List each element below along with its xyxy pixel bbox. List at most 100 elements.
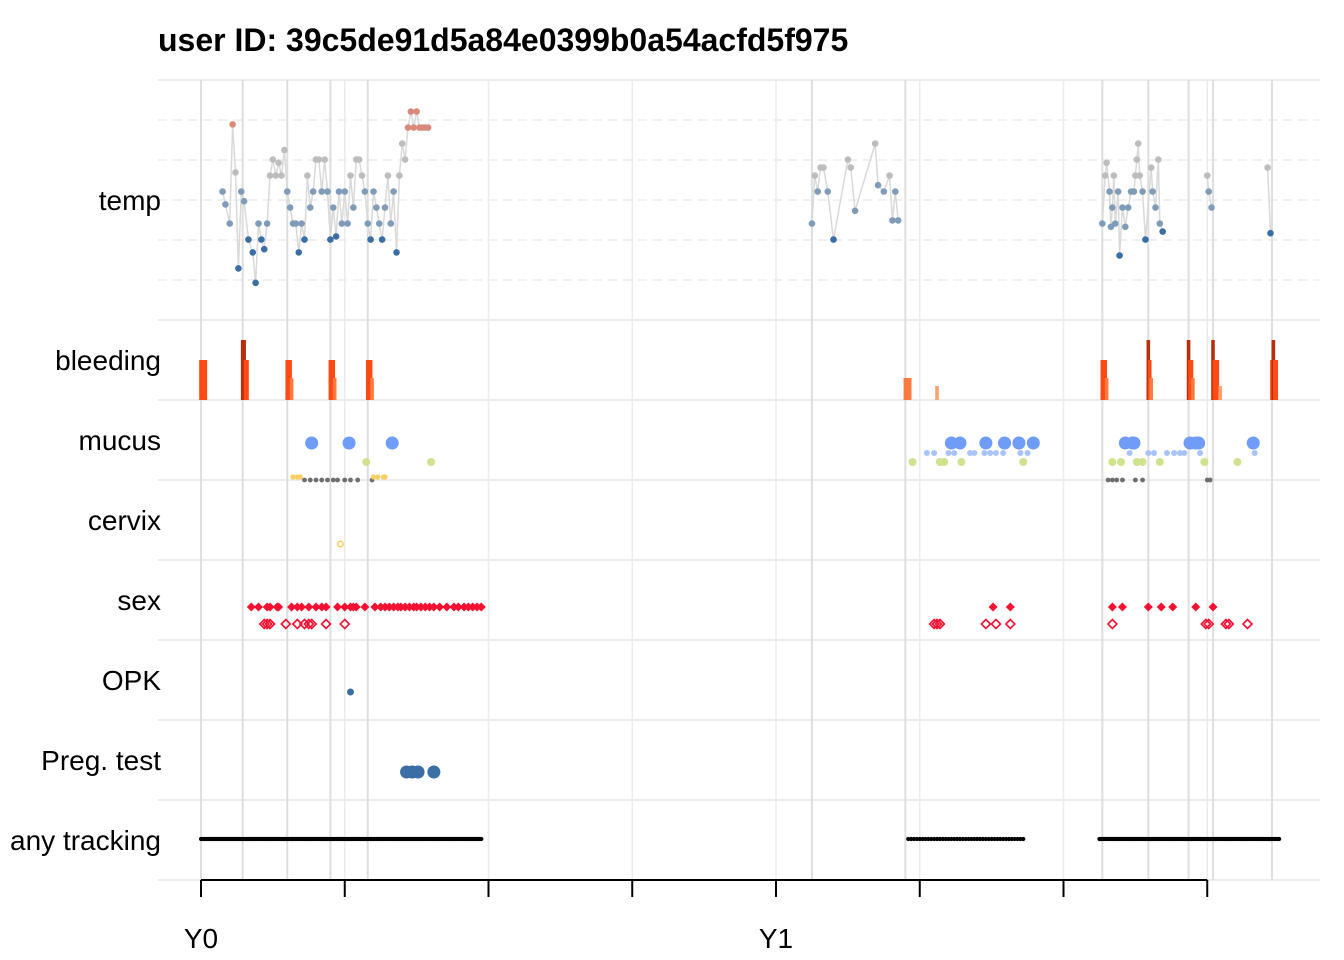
temp-point <box>327 236 334 243</box>
mucus-point <box>1017 450 1024 456</box>
temp-point <box>844 156 852 163</box>
temp-point <box>358 172 366 179</box>
sex-unprotected-point <box>303 618 315 630</box>
temp-point <box>1267 229 1274 237</box>
temp-point <box>1203 172 1211 179</box>
temp-line-segment <box>891 191 897 221</box>
temp-point <box>347 172 354 179</box>
tracking-point <box>943 836 948 842</box>
tracking-point <box>932 836 937 842</box>
temp-point <box>232 169 239 176</box>
mucus-point <box>1192 436 1206 450</box>
temp-point <box>413 108 420 115</box>
temp-point <box>298 220 305 227</box>
sex-unprotected-point <box>264 618 276 630</box>
temp-line-segment <box>381 207 386 240</box>
tracking-point <box>940 836 945 842</box>
temp-line-segment <box>283 149 288 192</box>
temp-line-segment <box>243 201 250 240</box>
mucus-point <box>1233 458 1242 466</box>
temp-line-segment <box>229 124 234 224</box>
mucus-point <box>325 477 330 483</box>
tracking-point <box>911 836 917 842</box>
temp-line-segment <box>318 159 323 192</box>
row-label-any-tracking: any tracking <box>10 825 161 856</box>
sex-protected-point <box>1156 602 1166 612</box>
temp-point <box>260 245 268 253</box>
mucus-point <box>1140 477 1145 483</box>
labels-layer: temp bleeding mucus cervix sex OPK Preg. test a… <box>10 185 161 856</box>
mucus-point <box>330 477 336 483</box>
temp-point <box>263 220 271 227</box>
sex-unprotected-point <box>261 618 273 630</box>
temp-point <box>245 236 252 243</box>
temp-line-segment <box>1118 207 1124 256</box>
tracking-point <box>914 836 919 842</box>
mucus-point <box>1127 436 1141 450</box>
temp-line-segment <box>1144 167 1152 240</box>
tracking-point <box>917 836 922 842</box>
temp-line-segment <box>395 175 401 253</box>
temp-point <box>1159 228 1166 235</box>
tracking-point <box>906 836 911 842</box>
sex-unprotected-point <box>1203 618 1215 630</box>
temp-point <box>1142 236 1149 243</box>
mucus-point <box>362 458 371 466</box>
sex-protected-point <box>1143 602 1153 612</box>
temp-point <box>401 156 409 163</box>
temp-line-segment <box>404 127 409 160</box>
tracking-point <box>946 836 951 842</box>
temp-point <box>272 172 280 179</box>
tracking-point <box>986 836 991 842</box>
temp-point <box>286 204 294 211</box>
tracking-point <box>920 836 925 842</box>
temp-line-segment <box>234 172 240 269</box>
mucus-point <box>342 436 356 450</box>
mucus-point <box>1024 450 1031 456</box>
sex-protected-point <box>340 602 350 612</box>
mucus-point <box>957 458 966 466</box>
sex-protected-point <box>265 602 275 612</box>
temp-line-segment <box>344 191 349 224</box>
mucus-point <box>1109 477 1115 483</box>
row-label-preg-test: Preg. test <box>41 745 161 776</box>
bleeding-bar <box>935 386 939 400</box>
temp-line-segment <box>894 191 899 221</box>
temp-point <box>1139 188 1146 195</box>
mucus-point <box>290 474 296 480</box>
temp-line-segment <box>1101 175 1106 224</box>
cervix-point <box>336 540 344 548</box>
tracking-point <box>980 836 986 842</box>
temp-line-segment <box>850 167 856 211</box>
tracking-point <box>1003 836 1009 842</box>
bleeding-bar <box>203 360 208 400</box>
temp-point <box>1106 188 1113 195</box>
temp-point <box>329 204 337 211</box>
mucus-point <box>1026 436 1040 450</box>
temp-line-segment <box>364 191 369 224</box>
mucus-point <box>953 436 967 450</box>
temp-point <box>811 172 819 179</box>
tracking-point <box>1012 836 1017 842</box>
temp-point <box>1205 188 1212 195</box>
temp-line-segment <box>298 223 303 253</box>
temp-point <box>1156 220 1164 227</box>
sex-unprotected-point <box>931 618 943 630</box>
temp-point <box>1155 156 1162 163</box>
mucus-point <box>335 477 340 483</box>
tracking-point <box>972 836 977 842</box>
tracking-point <box>1001 836 1006 842</box>
sex-unprotected-point <box>280 618 292 630</box>
mucus-point <box>385 436 399 450</box>
temp-point <box>332 233 340 240</box>
temp-point <box>830 236 837 243</box>
sex-unprotected-point <box>1106 618 1119 630</box>
mucus-point <box>307 477 313 483</box>
mucus-point <box>319 477 325 483</box>
temp-point <box>301 236 308 243</box>
mucus-point <box>1019 458 1028 466</box>
tracking-point <box>998 836 1003 842</box>
temp-line-segment <box>332 207 337 237</box>
temp-line-segment <box>854 143 876 212</box>
tracking-point <box>995 836 1000 842</box>
